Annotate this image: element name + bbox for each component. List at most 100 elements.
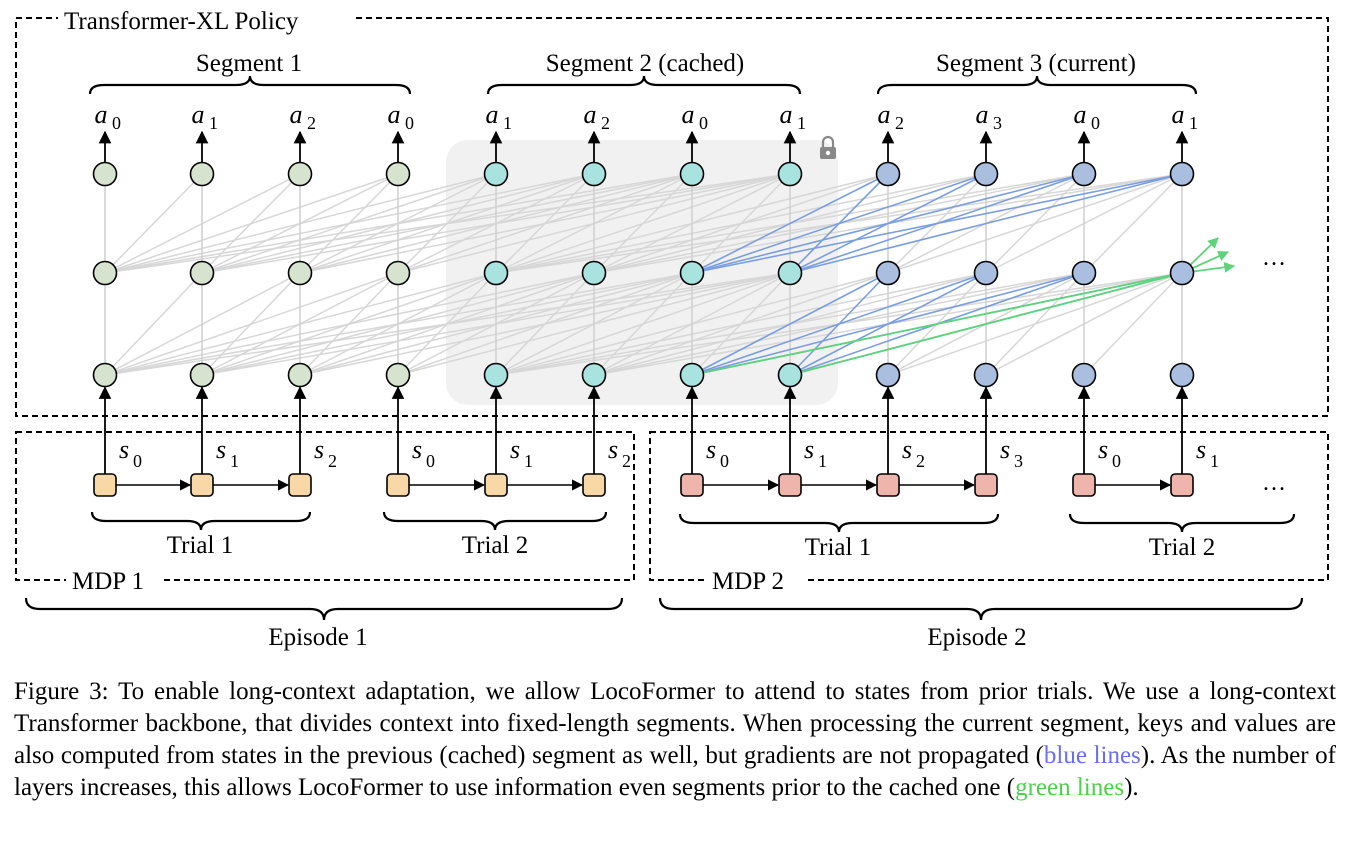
transformer-node: [581, 362, 607, 388]
transformer-node: [483, 260, 509, 286]
action-subscript: 0: [699, 113, 708, 133]
transformer-node: [875, 362, 901, 388]
action-subscript: 0: [112, 113, 121, 133]
action-label: a: [976, 100, 989, 129]
state-square: [680, 473, 704, 497]
episode-brace: [658, 597, 1304, 621]
segment-brace: [876, 75, 1198, 95]
state-label: s: [119, 435, 129, 464]
transformer-node: [1169, 260, 1195, 286]
attention-line-blue: [691, 173, 1183, 274]
state-subscript: 1: [230, 451, 239, 471]
state-square: [386, 473, 410, 497]
action-label: a: [1074, 100, 1087, 129]
attention-line-green: [691, 272, 1183, 376]
state-square: [582, 473, 606, 497]
attention-line: [104, 173, 399, 274]
attention-line: [495, 173, 987, 274]
caption-label: Figure 3:: [14, 678, 109, 705]
transformer-node: [973, 260, 999, 286]
segment2-label: Segment 2 (cached): [546, 50, 745, 77]
action-subscript: 1: [797, 113, 806, 133]
state-label: s: [510, 435, 520, 464]
state-label: s: [706, 435, 716, 464]
transformer-node: [1169, 161, 1195, 187]
attention-line: [299, 272, 791, 376]
trial-brace: [382, 511, 608, 531]
transformer-node: [875, 260, 901, 286]
state-subscript: 0: [1112, 451, 1121, 471]
transformer-node: [1071, 362, 1097, 388]
caption-green-lines: green lines: [1015, 774, 1125, 801]
attention-line-blue: [691, 173, 889, 274]
action-label: a: [584, 100, 597, 129]
attention-line: [104, 173, 203, 274]
transformer-node: [92, 260, 118, 286]
state-square: [778, 473, 802, 497]
transformer-node: [1071, 260, 1097, 286]
state-square: [1072, 473, 1096, 497]
segment3-label: Segment 3 (current): [936, 50, 1136, 77]
attention-line: [299, 173, 791, 274]
state-label: s: [804, 435, 814, 464]
state-square: [93, 473, 117, 497]
action-label: a: [388, 100, 401, 129]
trial-brace: [1068, 513, 1296, 533]
state-square: [190, 473, 214, 497]
transformer-node: [287, 362, 313, 388]
transformer-node: [679, 260, 705, 286]
attention-line-blue: [789, 173, 1183, 274]
braces: [24, 75, 1304, 621]
mdp1-label: MDP 1: [72, 568, 144, 595]
segment-brace: [486, 75, 802, 95]
transformer-node: [581, 161, 607, 187]
caption-text-1: To enable long-context adaptation, we al…: [14, 678, 1336, 769]
attention-line: [495, 272, 791, 376]
attention-line: [887, 272, 1183, 376]
state-subscript: 2: [622, 451, 631, 471]
action-label: a: [780, 100, 793, 129]
state-subscript: 1: [524, 451, 533, 471]
transformer-node: [483, 161, 509, 187]
transformer-node: [483, 362, 509, 388]
attention-line-blue: [691, 173, 987, 274]
attention-line-blue: [691, 272, 987, 376]
state-squares: [93, 473, 1194, 497]
caption-blue-lines: blue lines: [1043, 742, 1141, 769]
state-square: [974, 473, 998, 497]
transformer-node: [777, 161, 803, 187]
state-label: s: [902, 435, 912, 464]
caption-text-2: ). As the number of layers increases, th…: [14, 742, 1336, 801]
transformer-node: [581, 260, 607, 286]
state-square: [876, 473, 900, 497]
state-label: s: [216, 435, 226, 464]
trial-label: Trial 2: [1149, 534, 1215, 561]
segment1-label: Segment 1: [196, 50, 302, 77]
lock-icon: [820, 135, 836, 159]
transformer-node: [287, 260, 313, 286]
attention-line-blue: [691, 173, 1085, 274]
action-subscript: 1: [209, 113, 218, 133]
transformer-node: [385, 260, 411, 286]
attention-line: [887, 173, 1183, 274]
attention-line: [104, 272, 203, 376]
transformer-node: [777, 260, 803, 286]
caption-text-3: ).: [1124, 774, 1139, 801]
episode2-label: Episode 2: [927, 624, 1026, 651]
mdp1-box: [15, 431, 635, 581]
transformer-node: [1071, 161, 1097, 187]
action-label: a: [486, 100, 499, 129]
action-subscript: 1: [503, 113, 512, 133]
state-square: [1170, 473, 1194, 497]
transformer-node: [385, 362, 411, 388]
transformer-node: [287, 161, 313, 187]
attention-line-blue: [691, 272, 889, 376]
action-subscript: 2: [307, 113, 316, 133]
trial-label: Trial 2: [462, 532, 528, 559]
attention-line: [104, 173, 595, 274]
trial-label: Trial 1: [805, 534, 871, 561]
episode1-label: Episode 1: [268, 624, 367, 651]
state-subscript: 1: [818, 451, 827, 471]
attention-line: [104, 272, 399, 376]
attention-line: [104, 272, 791, 376]
